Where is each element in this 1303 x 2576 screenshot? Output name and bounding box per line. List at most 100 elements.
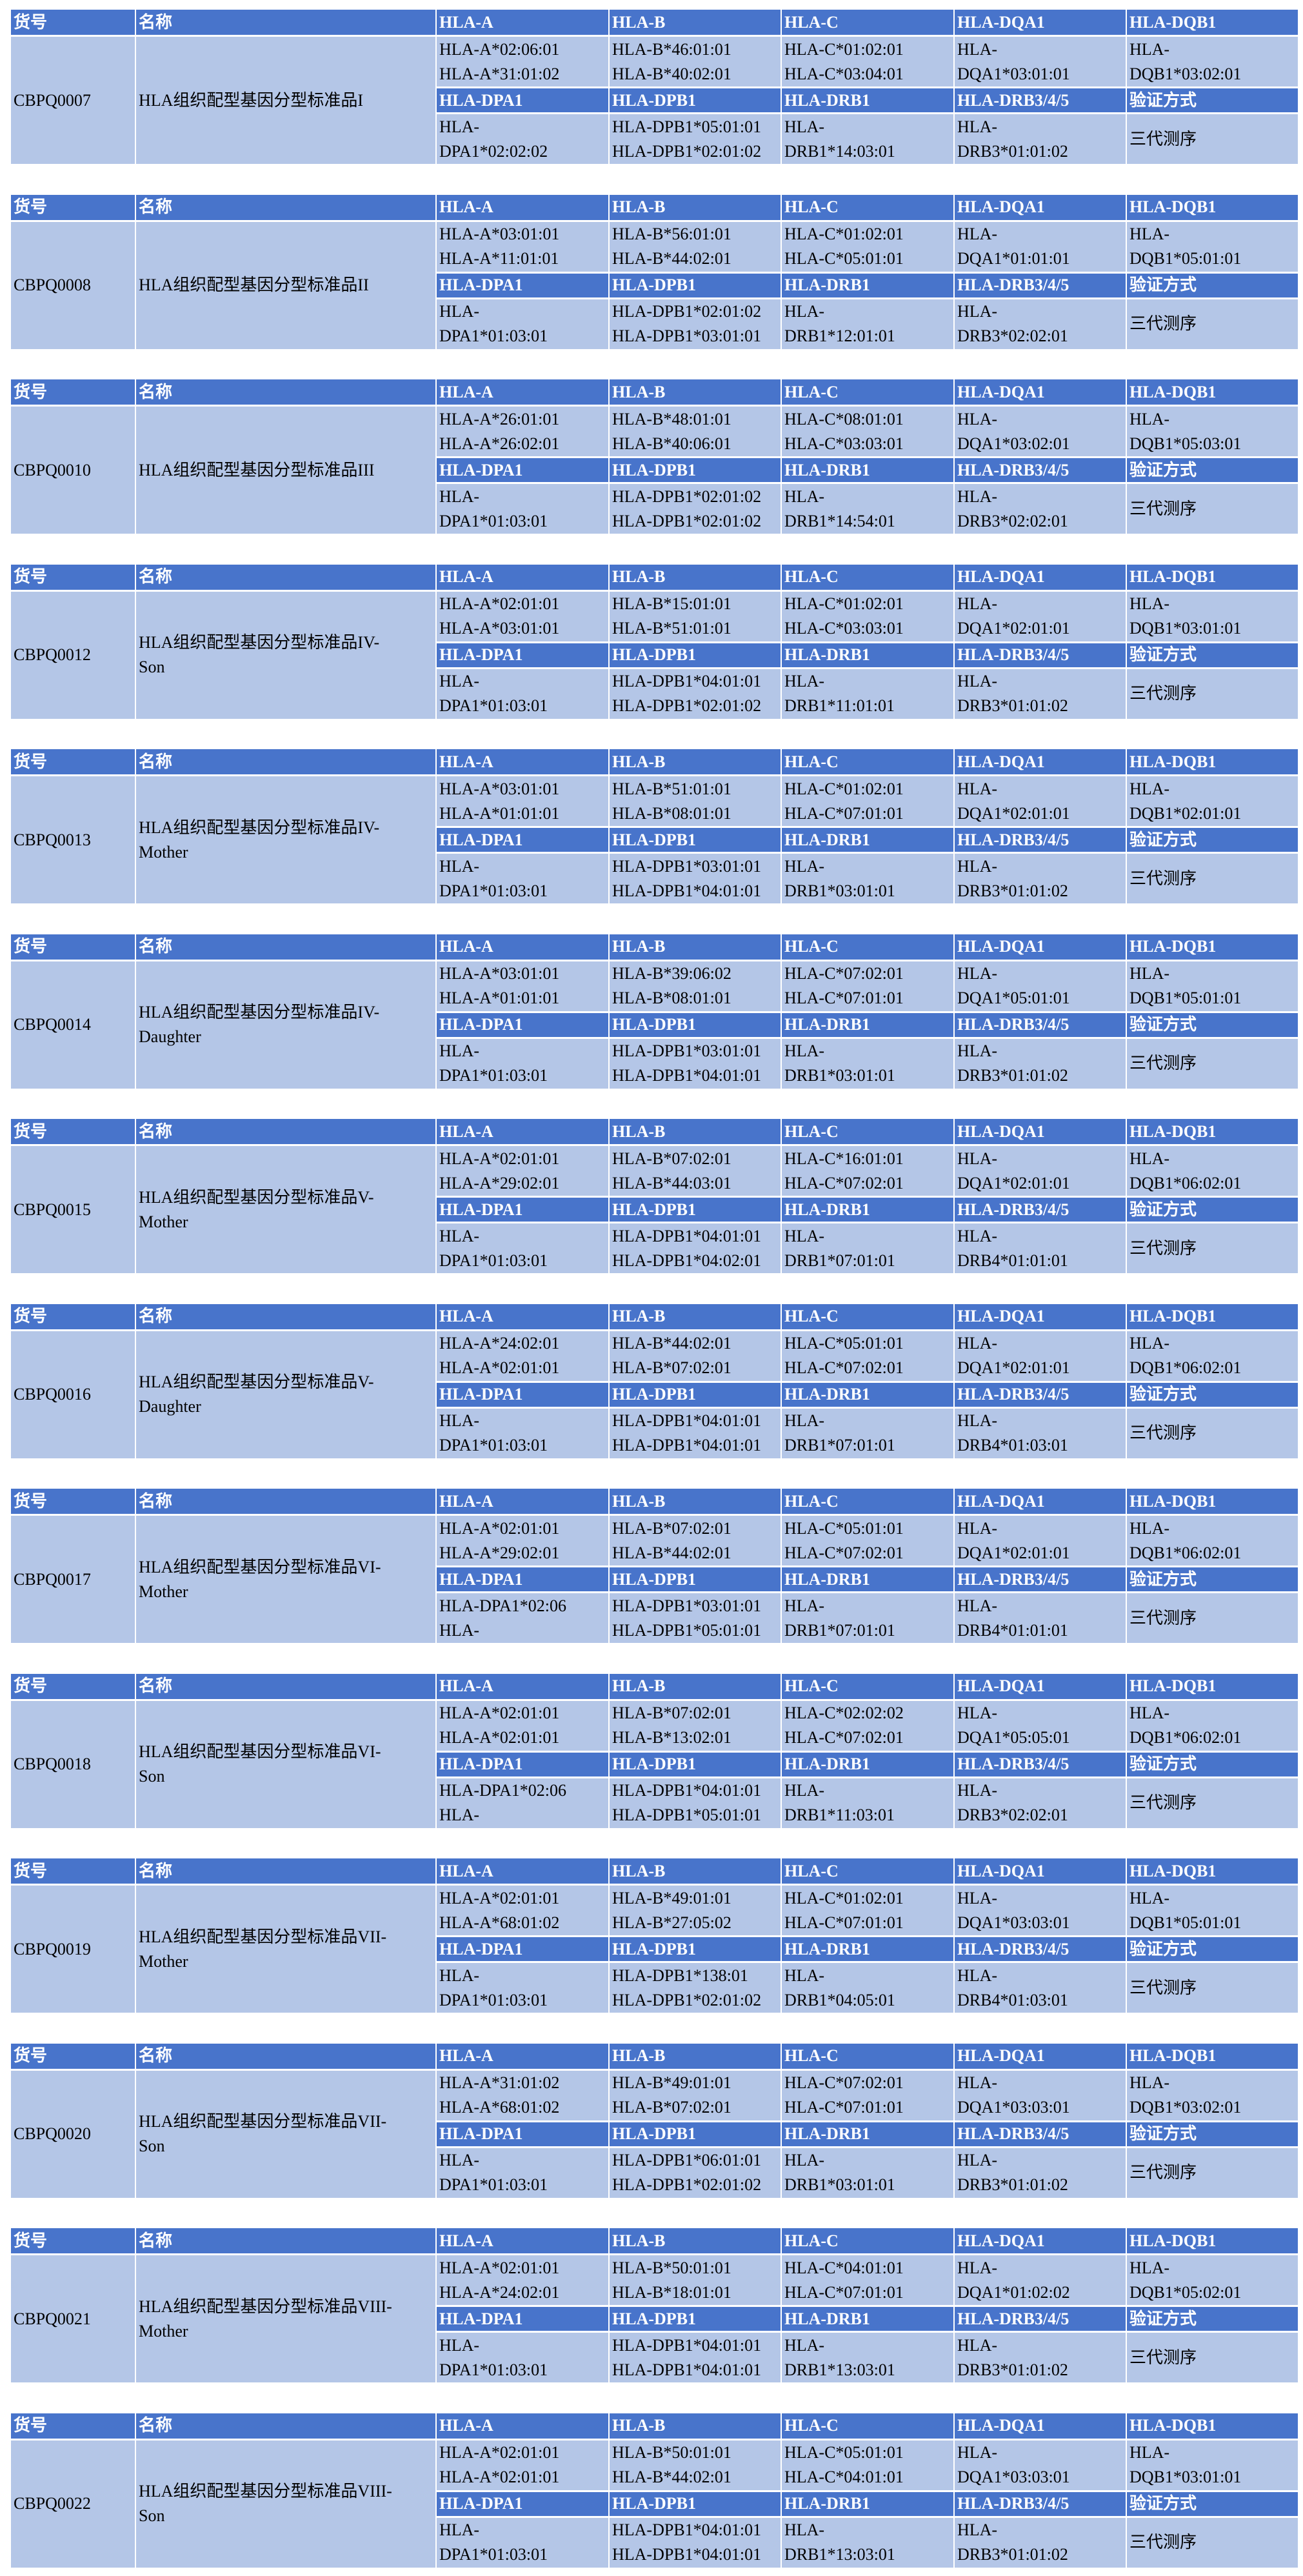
allele-cell: HLA-B*50:01:01 HLA-B*18:01:01: [610, 2255, 782, 2307]
verification-method-text: 三代测序: [1129, 869, 1197, 888]
allele-cell: HLA-DPB1*03:01:01 HLA-DPB1*05:01:01: [610, 1593, 782, 1645]
sub-header-label: HLA-DRB1: [784, 1200, 870, 1219]
column-header: HLA-C: [782, 1303, 955, 1331]
product-name: HLA组织配型基因分型标准品VIII- Mother: [136, 2255, 437, 2384]
header-label: HLA-A: [439, 2231, 493, 2250]
allele-text: DQB1*06:02:01: [1129, 1173, 1242, 1192]
sub-header-label: 验证方式: [1129, 645, 1197, 664]
allele-text: HLA-C*07:01:01: [784, 989, 904, 1007]
product-name: HLA组织配型基因分型标准品III: [136, 407, 437, 536]
catalog-number: CBPQ0008: [11, 221, 136, 351]
allele-text: HLA-B*49:01:01: [612, 2073, 731, 2092]
column-header: HLA-DQA1: [955, 10, 1127, 37]
allele-cell: HLA- DRB1*04:05:01: [782, 1963, 955, 2015]
sub-header-label: HLA-DPA1: [439, 90, 523, 110]
sub-header: 验证方式: [1127, 273, 1299, 299]
column-header: 货号: [11, 10, 136, 37]
allele-text: HLA-A*68:01:02: [439, 2098, 560, 2117]
allele-text: HLA-B*44:02:01: [612, 1334, 731, 1353]
allele-text: HLA-B*51:01:01: [612, 619, 731, 638]
column-header: HLA-C: [782, 564, 955, 592]
verification-method: 三代测序: [1127, 1038, 1299, 1091]
header-label: 货号: [14, 2416, 48, 2435]
allele-cell: HLA-DPB1*03:01:01 HLA-DPB1*04:01:01: [610, 1038, 782, 1091]
verification-method: 三代测序: [1127, 1223, 1299, 1275]
sub-header-label: HLA-DPB1: [612, 1569, 696, 1589]
header-label: HLA-DQB1: [1129, 937, 1217, 956]
allele-text: HLA-C*05:01:01: [784, 249, 904, 268]
allele-text: HLA-DPA1*02:06: [439, 1596, 566, 1615]
sub-header: HLA-DRB1: [782, 1012, 955, 1039]
allele-text: HLA-B*50:01:01: [612, 2258, 731, 2277]
column-header: HLA-C: [782, 2043, 955, 2071]
allele-text: HLA-: [439, 2151, 480, 2169]
header-label: 名称: [139, 567, 173, 586]
header-label: HLA-DQA1: [957, 2046, 1045, 2065]
allele-cell: HLA- DRB1*07:01:01: [782, 1408, 955, 1460]
allele-text: HLA-A*01:01:01: [439, 803, 560, 823]
sub-header: HLA-DPA1: [437, 458, 610, 484]
sub-header-label: HLA-DPB1: [612, 90, 696, 110]
product-name-line: HLA组织配型基因分型标准品IV-: [139, 633, 380, 652]
column-header: HLA-C: [782, 379, 955, 407]
verification-method: 三代测序: [1127, 854, 1299, 905]
allele-text: DQB1*05:01:01: [1129, 1913, 1242, 1932]
header-label: 货号: [14, 567, 48, 586]
column-header: HLA-A: [437, 194, 610, 222]
sub-header-label: HLA-DRB3/4/5: [957, 1755, 1069, 1773]
allele-text: DRB1*07:01:01: [784, 1436, 895, 1454]
allele-cell: HLA-C*01:02:01 HLA-C*05:01:01: [782, 221, 955, 274]
allele-cell: HLA-C*01:02:01 HLA-C*03:03:01: [782, 591, 955, 643]
allele-cell: HLA-B*15:01:01 HLA-B*51:01:01: [610, 591, 782, 643]
allele-cell: HLA-DPB1*138:01 HLA-DPB1*02:01:02: [610, 1963, 782, 2015]
header-label: HLA-B: [612, 937, 666, 956]
allele-text: HLA-: [784, 1596, 825, 1615]
product-name-line: HLA组织配型基因分型标准品VIII-: [139, 2297, 392, 2316]
column-header: HLA-A: [437, 2043, 610, 2071]
sub-header-label: HLA-DRB3/4/5: [957, 1385, 1069, 1404]
allele-text: HLA-B*44:02:01: [612, 1543, 731, 1562]
allele-text: DRB1*13:03:01: [784, 2545, 895, 2564]
allele-text: HLA-: [439, 1806, 480, 1824]
allele-text: HLA-C*05:01:01: [784, 1518, 904, 1538]
header-label: HLA-A: [439, 2046, 493, 2065]
allele-cell: HLA- DQA1*03:03:01: [955, 2440, 1127, 2492]
sub-header: 验证方式: [1127, 828, 1299, 854]
sub-header: HLA-DPA1: [437, 828, 610, 854]
allele-text: HLA-: [957, 1966, 998, 1985]
verification-method: 三代测序: [1127, 669, 1299, 721]
column-header: HLA-B: [610, 934, 782, 961]
column-header: HLA-B: [610, 1303, 782, 1331]
sub-header: HLA-DRB3/4/5: [955, 1752, 1127, 1778]
sub-header-label: HLA-DRB1: [784, 1015, 870, 1034]
verification-method-text: 三代测序: [1129, 1978, 1197, 1997]
allele-text: DQB1*05:01:01: [1129, 989, 1242, 1007]
allele-text: HLA-: [957, 1041, 998, 1060]
allele-text: HLA-: [957, 117, 998, 136]
allele-cell: HLA-B*49:01:01 HLA-B*07:02:01: [610, 2070, 782, 2122]
allele-text: HLA-B*07:02:01: [612, 2098, 731, 2117]
product-name-line: Mother: [139, 1951, 188, 1971]
column-header: 货号: [11, 1119, 136, 1146]
sub-header: 验证方式: [1127, 458, 1299, 484]
verification-method-text: 三代测序: [1129, 129, 1197, 148]
allele-text: HLA-C*07:01:01: [784, 1913, 904, 1932]
allele-text: HLA-: [1129, 1518, 1170, 1538]
allele-text: HLA-: [1129, 1334, 1170, 1353]
header-label: HLA-DQB1: [1129, 2046, 1217, 2065]
header-label: 名称: [139, 197, 173, 216]
allele-text: HLA-A*26:02:01: [439, 434, 560, 453]
column-header: HLA-C: [782, 2228, 955, 2255]
column-header: HLA-DQB1: [1127, 10, 1299, 37]
sub-header: HLA-DRB3/4/5: [955, 1198, 1127, 1223]
sub-header: HLA-DPB1: [610, 643, 782, 669]
column-header: HLA-DQB1: [1127, 749, 1299, 776]
sample-block: 货号 名称 HLA-A HLA-B HLA-C HLA-DQA1 HLA-DQB1 CBPQ0…: [11, 934, 1299, 1091]
allele-text: HLA-DPB1*04:01:01: [612, 2335, 762, 2355]
header-label: 名称: [139, 1122, 173, 1141]
column-header: HLA-C: [782, 2413, 955, 2440]
sub-header-label: 验证方式: [1129, 830, 1197, 849]
column-header: HLA-DQB1: [1127, 194, 1299, 222]
sub-header-label: 验证方式: [1129, 1755, 1197, 1773]
header-label: HLA-DQA1: [957, 1122, 1045, 1141]
